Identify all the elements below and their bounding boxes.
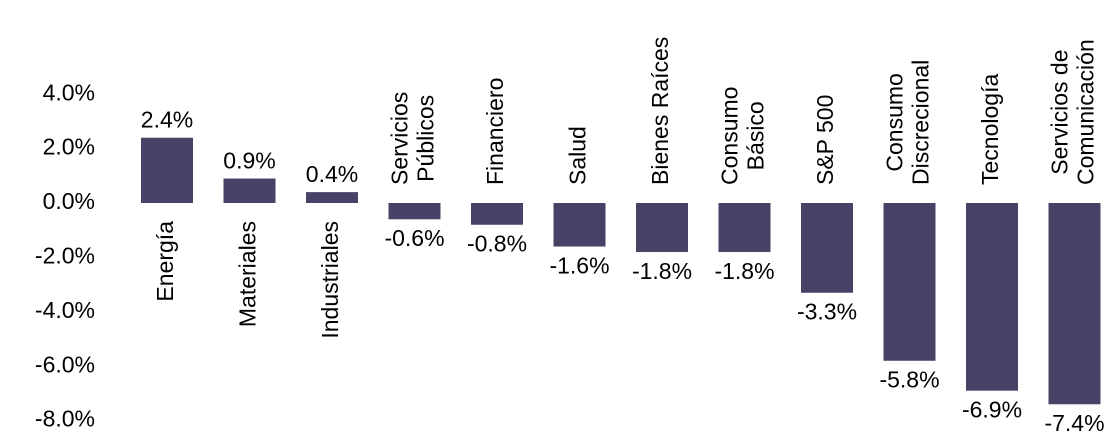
bar <box>553 203 606 247</box>
bar <box>223 178 276 203</box>
data-label: 0.4% <box>306 161 358 187</box>
category-label-line: Salud <box>565 126 591 185</box>
value-labels: 2.4% 0.9% 0.4% -0.6% -0.8% -1.6% -1.8% -1.8% -3.… <box>141 107 1105 434</box>
data-label: -1.6% <box>549 252 609 278</box>
category-label: Industriales <box>317 221 343 339</box>
data-label: 2.4% <box>141 107 193 133</box>
category-label: Bienes Raíces <box>647 37 673 185</box>
category-label-line: Comunicación <box>1073 39 1099 185</box>
bar <box>801 203 853 293</box>
category-label: Consumo Discrecional <box>882 60 934 185</box>
category-label: S&P 500 <box>812 95 838 185</box>
bars <box>141 137 1101 405</box>
bar <box>306 192 358 203</box>
category-label-line: Materiales <box>235 221 261 327</box>
category-label-line: Energía <box>152 221 178 302</box>
y-axis: 4.0% 2.0% 0.0% -2.0% -4.0% -6.0% -8.0% <box>35 79 95 431</box>
category-label-line: Servicios de <box>1047 49 1073 174</box>
data-label: -6.9% <box>962 396 1022 422</box>
bar <box>636 203 688 252</box>
category-label: Consumo Básico <box>717 87 769 185</box>
data-label: -1.8% <box>632 258 692 284</box>
bar <box>388 203 441 220</box>
data-label: -3.3% <box>797 299 857 325</box>
category-label-line: Servicios <box>387 92 413 185</box>
y-tick-label: -6.0% <box>35 351 95 377</box>
category-label-line: Discrecional <box>908 60 934 185</box>
category-label: Financiero <box>482 78 508 185</box>
category-label-line: Tecnología <box>977 74 1003 185</box>
data-label: -5.8% <box>879 367 939 393</box>
category-label-line: Consumo <box>882 73 908 171</box>
y-tick-label: -2.0% <box>35 242 95 268</box>
data-label: -7.4% <box>1044 410 1104 434</box>
y-tick-label: 2.0% <box>43 134 95 160</box>
bar <box>718 203 771 252</box>
category-label-line: Consumo <box>717 87 743 185</box>
category-label-line: Básico <box>743 101 769 170</box>
category-label: Salud <box>565 126 591 185</box>
category-labels: Energía Materiales Industriales Servicios Pú… <box>152 37 1099 339</box>
bar <box>966 203 1018 391</box>
y-tick-label: 0.0% <box>43 188 95 214</box>
category-label-line: Industriales <box>317 221 343 339</box>
category-label-line: S&P 500 <box>812 95 838 185</box>
category-label: Materiales <box>235 221 261 327</box>
y-tick-label: -4.0% <box>35 297 95 323</box>
category-label-line: Financiero <box>482 78 508 185</box>
data-label: -1.8% <box>714 258 774 284</box>
category-label-line: Públicos <box>413 95 439 182</box>
data-label: -0.8% <box>467 231 527 257</box>
category-label-line: Bienes Raíces <box>647 37 673 185</box>
y-tick-label: -8.0% <box>35 406 95 432</box>
bar <box>471 203 523 225</box>
category-label: Servicios de Comunicación <box>1047 39 1099 185</box>
bar <box>1048 203 1101 405</box>
data-label: -0.6% <box>384 225 444 251</box>
category-label: Servicios Públicos <box>387 92 439 185</box>
bar <box>141 137 193 203</box>
data-label: 0.9% <box>223 148 275 174</box>
category-label: Energía <box>152 221 178 302</box>
bar <box>883 203 936 361</box>
y-tick-label: 4.0% <box>43 79 95 105</box>
category-label: Tecnología <box>977 74 1003 185</box>
